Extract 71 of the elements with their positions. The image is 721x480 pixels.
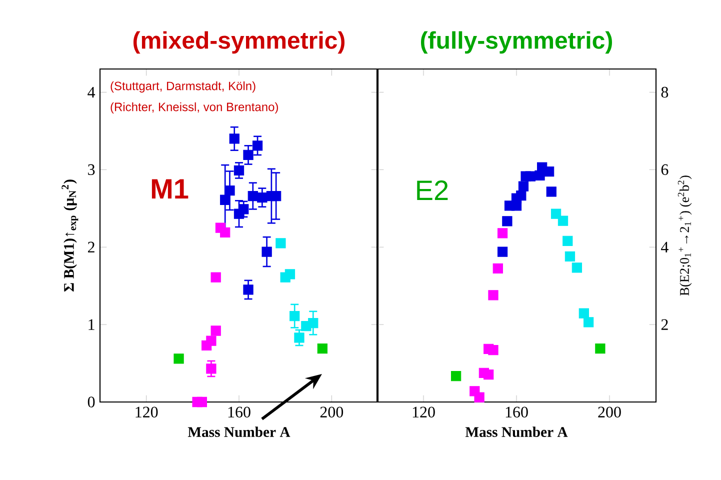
point bbox=[243, 284, 254, 295]
x-tick-label: 200 bbox=[598, 406, 621, 418]
x-tick-label: 120 bbox=[136, 406, 158, 418]
point bbox=[474, 392, 484, 402]
point bbox=[252, 140, 263, 151]
point bbox=[558, 216, 568, 226]
point bbox=[257, 192, 268, 203]
point bbox=[516, 190, 526, 201]
point bbox=[564, 251, 576, 262]
chart-title: (fully-symmetric) bbox=[421, 31, 612, 54]
point bbox=[243, 150, 254, 160]
point bbox=[578, 308, 589, 318]
point bbox=[290, 310, 300, 322]
y-tick-label: 3 bbox=[88, 164, 95, 176]
point bbox=[488, 345, 498, 356]
annotation: M1 bbox=[152, 179, 188, 199]
annotation: E2 bbox=[417, 180, 448, 200]
y-tick-label: 1 bbox=[88, 319, 94, 330]
point bbox=[206, 364, 216, 374]
point bbox=[562, 236, 573, 246]
point bbox=[238, 204, 249, 214]
y-axis-title: Σ B(M1)↑$_{exp}$ (μ$_{N}$$^{2}$) bbox=[62, 180, 78, 292]
point bbox=[484, 369, 494, 380]
point bbox=[276, 238, 286, 248]
x-tick-label: 120 bbox=[412, 406, 435, 418]
point bbox=[224, 186, 235, 196]
y-tick-label: 4 bbox=[88, 86, 96, 98]
y-tick-label: 0 bbox=[88, 396, 95, 408]
text: B(E2;0$_{1}$$^{+}$→2$_{1}$$^{+}$) (e$^{2}$b$^{2}$) bbox=[678, 176, 692, 296]
point bbox=[546, 186, 556, 197]
point bbox=[525, 171, 536, 182]
point bbox=[220, 194, 230, 205]
point bbox=[492, 263, 503, 274]
point bbox=[317, 343, 328, 354]
point bbox=[502, 216, 512, 226]
point bbox=[450, 370, 462, 382]
point bbox=[220, 227, 230, 238]
point bbox=[550, 208, 562, 219]
annotation: (Stuttgart, Darmstadt, Köln) bbox=[110, 81, 256, 93]
chart-title: (mixed-symmetric) bbox=[133, 31, 344, 54]
point bbox=[210, 326, 221, 336]
x-axis-title: Mass Number A bbox=[188, 426, 290, 438]
point bbox=[196, 396, 208, 408]
annotation: (Richter, Kneissl, von Brentano) bbox=[110, 102, 278, 114]
point bbox=[488, 290, 498, 300]
point bbox=[206, 336, 216, 346]
point bbox=[584, 317, 594, 328]
point bbox=[210, 272, 221, 282]
point bbox=[308, 318, 318, 328]
point bbox=[229, 134, 240, 144]
point bbox=[234, 165, 244, 176]
x-tick-label: 160 bbox=[228, 406, 250, 418]
point bbox=[518, 181, 529, 192]
point bbox=[497, 228, 508, 238]
y2-tick-label: 6 bbox=[661, 164, 668, 176]
x-tick-label: 160 bbox=[506, 406, 528, 418]
y2-tick-label: 8 bbox=[661, 86, 668, 98]
point bbox=[174, 354, 184, 364]
point bbox=[572, 262, 582, 273]
x-axis-title: Mass Number A bbox=[465, 426, 568, 438]
point bbox=[544, 166, 554, 177]
point bbox=[262, 246, 272, 257]
point bbox=[271, 190, 282, 202]
y2-tick-label: 2 bbox=[661, 319, 668, 330]
point bbox=[497, 246, 508, 257]
y2-tick-label: 4 bbox=[661, 242, 668, 252]
point bbox=[284, 269, 296, 280]
y-tick-label: 2 bbox=[88, 242, 94, 252]
point bbox=[294, 332, 304, 343]
x-tick-label: 200 bbox=[320, 406, 344, 418]
point bbox=[595, 343, 606, 354]
